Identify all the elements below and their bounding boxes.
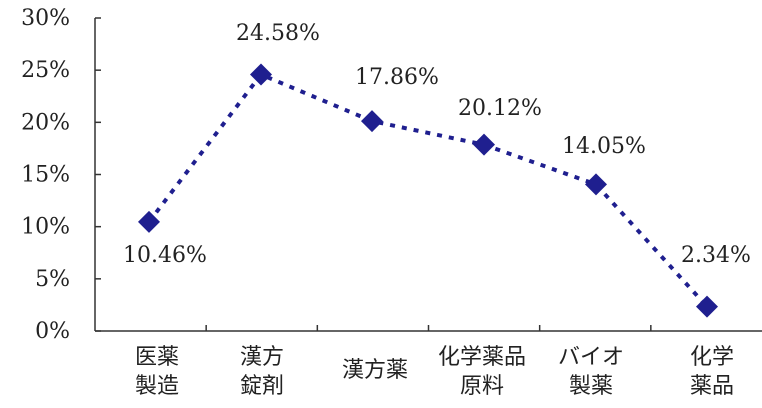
y-tick-labels: 0% 5% 10% 15% 20% 25% 30% [21, 6, 70, 344]
category-label: 化学薬品 [438, 345, 526, 370]
data-label: 20.12% [458, 96, 542, 121]
series-line-group [147, 72, 709, 308]
data-label: 24.58% [236, 21, 320, 46]
y-tick-label: 20% [21, 110, 70, 135]
chart-axes [94, 17, 762, 332]
category-label: 原料 [460, 374, 504, 399]
category-label: 漢方 [240, 345, 284, 370]
data-point-marker [473, 133, 495, 156]
category-label: 製造 [135, 374, 179, 399]
data-label: 10.46% [123, 243, 207, 268]
data-labels: 10.46% 24.58% 17.86% 20.12% 14.05% 2.34% [123, 21, 751, 268]
category-label: 化学 [690, 345, 734, 370]
y-tick-label: 10% [21, 215, 70, 240]
y-tick-label: 25% [21, 58, 70, 83]
category-label: 製薬 [569, 374, 613, 399]
y-tick-label: 5% [35, 267, 70, 292]
data-point-marker [138, 210, 160, 233]
series-line [147, 72, 709, 308]
data-point-marker [696, 295, 718, 318]
y-tick-label: 15% [21, 163, 70, 188]
data-label: 17.86% [355, 65, 439, 90]
data-markers [138, 63, 718, 318]
data-point-marker [585, 173, 607, 196]
data-point-marker [361, 110, 383, 133]
category-label: 漢方薬 [342, 358, 408, 383]
y-tick-label: 30% [21, 6, 70, 31]
data-point-marker [250, 63, 272, 86]
category-label: 医薬 [135, 345, 179, 370]
category-label: 錠剤 [240, 374, 284, 399]
category-label: 薬品 [690, 374, 734, 399]
data-label: 2.34% [681, 243, 751, 268]
data-label: 14.05% [562, 134, 646, 159]
y-tick-label: 0% [35, 319, 70, 344]
category-label: バイオ [558, 345, 624, 370]
